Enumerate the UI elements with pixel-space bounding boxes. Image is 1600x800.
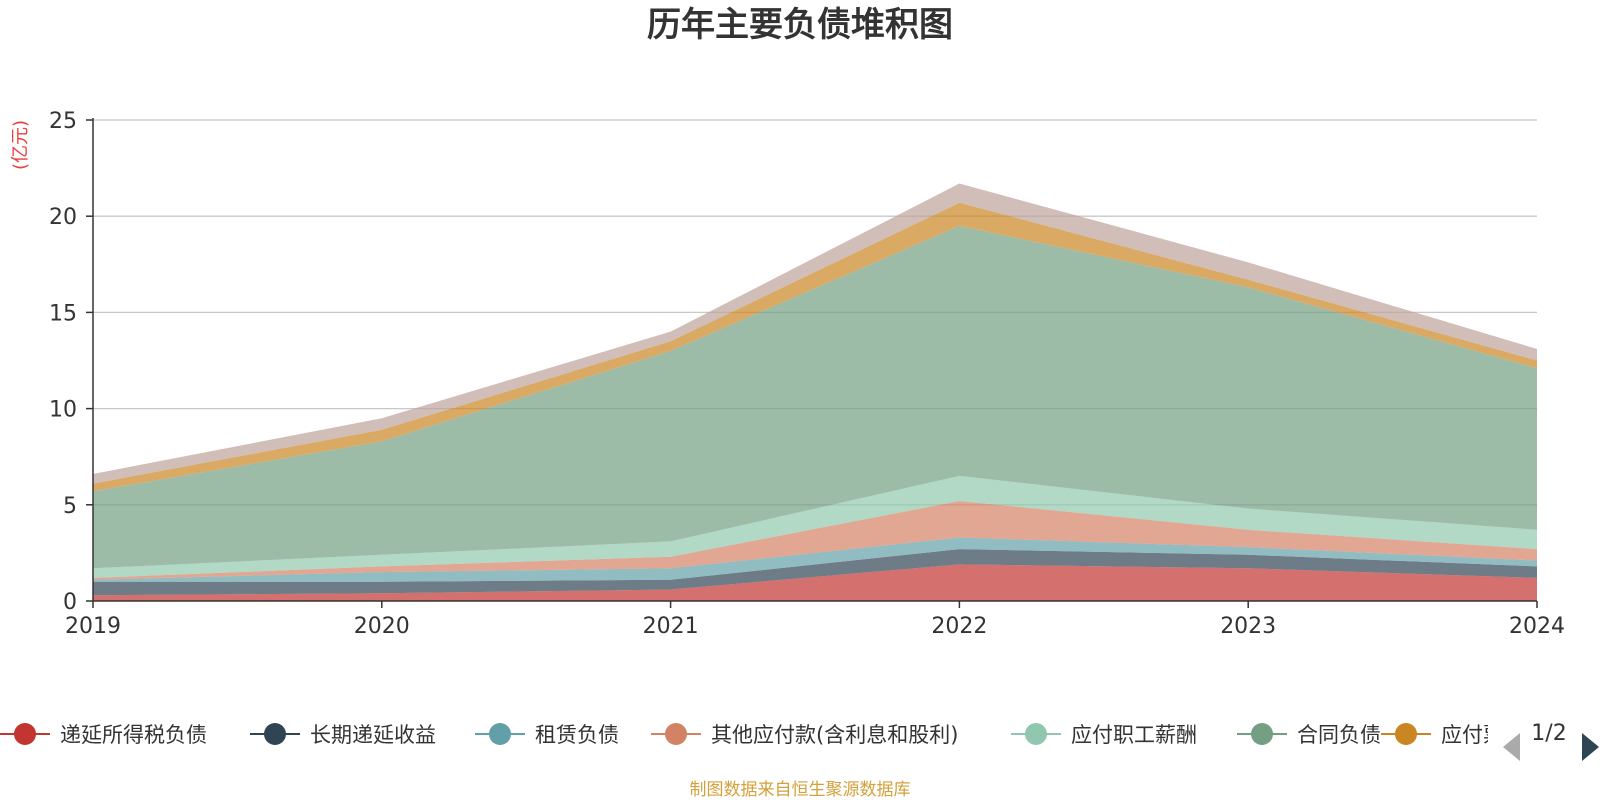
legend-label: 应付票据及应付账款 bbox=[1441, 723, 1600, 747]
x-tick-label: 2020 bbox=[354, 614, 410, 639]
chart-title: 历年主要负债堆积图 bbox=[647, 5, 953, 45]
x-tick-label: 2019 bbox=[65, 614, 121, 639]
legend-page-indicator: 1/2 bbox=[1531, 721, 1566, 746]
legend-label: 长期递延收益 bbox=[310, 723, 436, 747]
axis-layer: 0 5 10 15 20 25 2019 2020 2021 2022 2023 2024 bbox=[49, 109, 1565, 639]
area-series-应付职工薪酬 bbox=[93, 475, 1537, 578]
legend-circle-icon bbox=[665, 723, 687, 745]
legend-label: 合同负债 bbox=[1297, 723, 1381, 747]
area-series-合同负债 bbox=[93, 225, 1537, 569]
legend-pager: 1/2 bbox=[1503, 721, 1599, 761]
legend-prev-page-icon[interactable] bbox=[1503, 733, 1520, 761]
area-series-其他应付款(含利息和股利) bbox=[93, 501, 1537, 580]
y-tick-label: 25 bbox=[49, 109, 77, 134]
legend-item-应付职工薪酬[interactable]: 应付职工薪酬 bbox=[1011, 723, 1197, 747]
area-series-租赁负债 bbox=[93, 537, 1537, 582]
area-series-长期递延收益 bbox=[93, 549, 1537, 596]
area-series-其他 bbox=[93, 183, 1537, 484]
legend-label: 递延所得税负债 bbox=[60, 723, 207, 747]
legend-circle-icon bbox=[1025, 723, 1047, 745]
x-tick-label: 2023 bbox=[1220, 614, 1276, 639]
legend-label: 其他应付款(含利息和股利) bbox=[711, 723, 958, 747]
y-tick-label: 10 bbox=[49, 398, 77, 423]
legend-circle-icon bbox=[14, 723, 36, 745]
legend-next-page-icon[interactable] bbox=[1582, 733, 1599, 761]
area-series-递延所得税负债 bbox=[93, 564, 1537, 601]
y-tick-label: 15 bbox=[49, 301, 77, 326]
legend-item-长期递延收益[interactable]: 长期递延收益 bbox=[250, 723, 436, 747]
y-tick-label: 20 bbox=[49, 205, 77, 230]
legend-circle-icon bbox=[1395, 723, 1417, 745]
legend-item-递延所得税负债[interactable]: 递延所得税负债 bbox=[0, 723, 207, 747]
legend-label: 应付职工薪酬 bbox=[1071, 723, 1197, 747]
x-tick-label: 2022 bbox=[931, 614, 987, 639]
legend-circle-icon bbox=[264, 723, 286, 745]
area-layer bbox=[93, 183, 1537, 601]
legend-circle-icon bbox=[1251, 723, 1273, 745]
x-tick-label: 2024 bbox=[1509, 614, 1565, 639]
y-axis-unit-label: (亿元) bbox=[10, 120, 31, 170]
legend-item-租赁负债[interactable]: 租赁负债 bbox=[475, 723, 619, 747]
legend-item-其他应付款(含利息和股利)[interactable]: 其他应付款(含利息和股利) bbox=[651, 723, 958, 747]
data-source-note: 制图数据来自恒生聚源数据库 bbox=[690, 780, 911, 800]
legend-item-合同负债[interactable]: 合同负债 bbox=[1237, 723, 1381, 747]
legend: 递延所得税负债 长期递延收益 租赁负债 其他应付款(含利息和股利) 应付职工薪酬 合同负债… bbox=[0, 723, 1600, 747]
y-tick-label: 5 bbox=[63, 494, 77, 519]
area-series-应付票据及应付账款 bbox=[93, 202, 1537, 492]
legend-item-应付票据及应付账款[interactable]: 应付票据及应付账款 bbox=[1381, 723, 1600, 747]
legend-label: 租赁负债 bbox=[535, 723, 619, 747]
y-tick-label: 0 bbox=[63, 590, 77, 615]
x-tick-label: 2021 bbox=[643, 614, 699, 639]
legend-circle-icon bbox=[489, 723, 511, 745]
